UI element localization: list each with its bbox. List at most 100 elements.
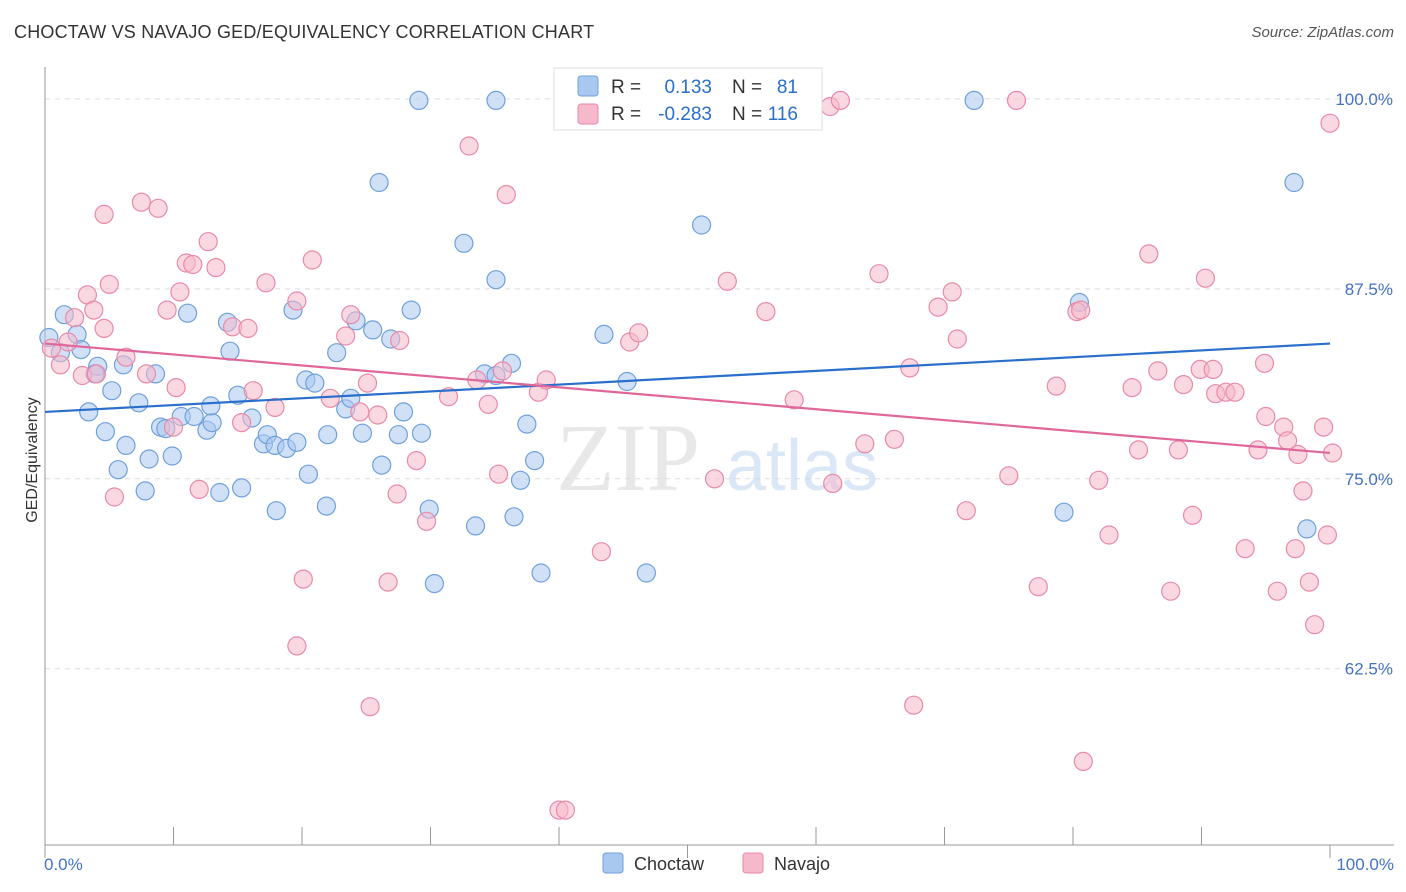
navajo-n-label: N = (732, 104, 762, 125)
navajo-point (478, 394, 498, 414)
choctaw-legend-swatch (577, 75, 599, 97)
navajo-point (1099, 525, 1119, 545)
choctaw-points (39, 90, 1317, 594)
navajo-series-swatch (742, 852, 764, 874)
navajo-point (238, 318, 258, 338)
navajo-r-label: R = (611, 104, 641, 125)
y-tick-label: 87.5% (1345, 280, 1393, 299)
navajo-point (287, 291, 307, 311)
navajo-point (1139, 244, 1159, 264)
navajo-point (368, 405, 388, 425)
navajo-point (287, 636, 307, 656)
navajo-point (1235, 539, 1255, 559)
navajo-point (1285, 539, 1305, 559)
navajo-point (1128, 440, 1149, 460)
chart-title: CHOCTAW VS NAVAJO GED/EQUIVALENCY CORREL… (14, 22, 595, 42)
navajo-point (928, 297, 948, 317)
choctaw-point (201, 396, 221, 416)
navajo-point (496, 185, 516, 205)
navajo-point (198, 232, 218, 252)
navajo-point (189, 479, 209, 499)
navajo-n-value: 116 (768, 104, 798, 125)
choctaw-point (369, 172, 389, 193)
choctaw-point (411, 423, 432, 443)
navajo-legend-swatch (577, 103, 599, 125)
navajo-point (64, 308, 85, 328)
navajo-point (1006, 90, 1027, 111)
choctaw-point (108, 460, 128, 480)
navajo-point (1195, 268, 1216, 288)
navajo-point (1288, 444, 1308, 465)
navajo-point (1161, 581, 1181, 601)
choctaw-point (424, 573, 444, 594)
navajo-point (166, 378, 186, 398)
choctaw-point (220, 341, 240, 361)
navajo-point (58, 332, 78, 352)
navajo-r-value: -0.283 (658, 104, 712, 125)
choctaw-point (691, 215, 712, 235)
choctaw-n-value: 81 (777, 77, 798, 98)
navajo-point (629, 323, 649, 343)
choctaw-point (1284, 172, 1304, 193)
choctaw-point (1054, 502, 1074, 522)
navajo-point (116, 347, 136, 367)
navajo-point (869, 264, 889, 284)
navajo-point (1225, 382, 1245, 402)
navajo-point (784, 390, 804, 410)
navajo-point (830, 90, 851, 111)
navajo-point (1182, 505, 1203, 525)
choctaw-point (266, 501, 286, 521)
choctaw-point (504, 507, 524, 527)
navajo-point (243, 381, 263, 401)
navajo-series-label: Navajo (774, 854, 830, 874)
choctaw-point (401, 300, 421, 320)
navajo-point (131, 192, 151, 212)
choctaw-point (95, 422, 116, 442)
navajo-trend-line (44, 342, 1331, 455)
navajo-point (717, 271, 737, 291)
navajo-point (206, 258, 226, 278)
choctaw-point (486, 270, 506, 290)
navajo-point (183, 254, 203, 275)
watermark-zip: ZIP (556, 404, 700, 511)
navajo-point (904, 695, 924, 715)
choctaw-trend-line (44, 342, 1331, 414)
choctaw-point (116, 435, 136, 455)
watermark-atlas: atlas (726, 426, 878, 506)
choctaw-point (964, 90, 984, 111)
choctaw-point (510, 470, 531, 490)
choctaw-point (318, 425, 338, 445)
choctaw-series-swatch (602, 852, 624, 874)
x-tick-label-max: 100.0% (1336, 855, 1394, 874)
choctaw-point (352, 423, 372, 443)
choctaw-point (178, 303, 198, 323)
choctaw-r-value: 0.133 (664, 77, 712, 98)
navajo-point (390, 330, 410, 351)
choctaw-point (305, 373, 325, 393)
choctaw-point (524, 451, 545, 471)
choctaw-point (210, 482, 230, 503)
navajo-point (1248, 440, 1268, 460)
navajo-point (302, 250, 322, 270)
choctaw-point (636, 563, 657, 583)
choctaw-point (298, 464, 318, 484)
choctaw-point (79, 402, 99, 422)
navajo-point (1267, 581, 1287, 601)
navajo-point (438, 387, 459, 407)
navajo-point (756, 302, 776, 322)
navajo-point (265, 397, 285, 417)
navajo-point (1299, 572, 1320, 592)
navajo-point (555, 800, 576, 820)
choctaw-point (327, 343, 347, 363)
navajo-point (336, 326, 356, 346)
choctaw-point (341, 388, 361, 408)
navajo-point (1317, 525, 1338, 545)
choctaw-point (393, 402, 414, 422)
navajo-point (884, 429, 905, 449)
navajo-point (1073, 751, 1093, 772)
series-legend: Choctaw Navajo (602, 852, 830, 874)
y-tick-labels: 62.5% 75.0% 87.5% 100.0% (1335, 90, 1393, 679)
navajo-point (1046, 376, 1066, 396)
choctaw-point (287, 432, 307, 452)
choctaw-point (409, 90, 429, 111)
